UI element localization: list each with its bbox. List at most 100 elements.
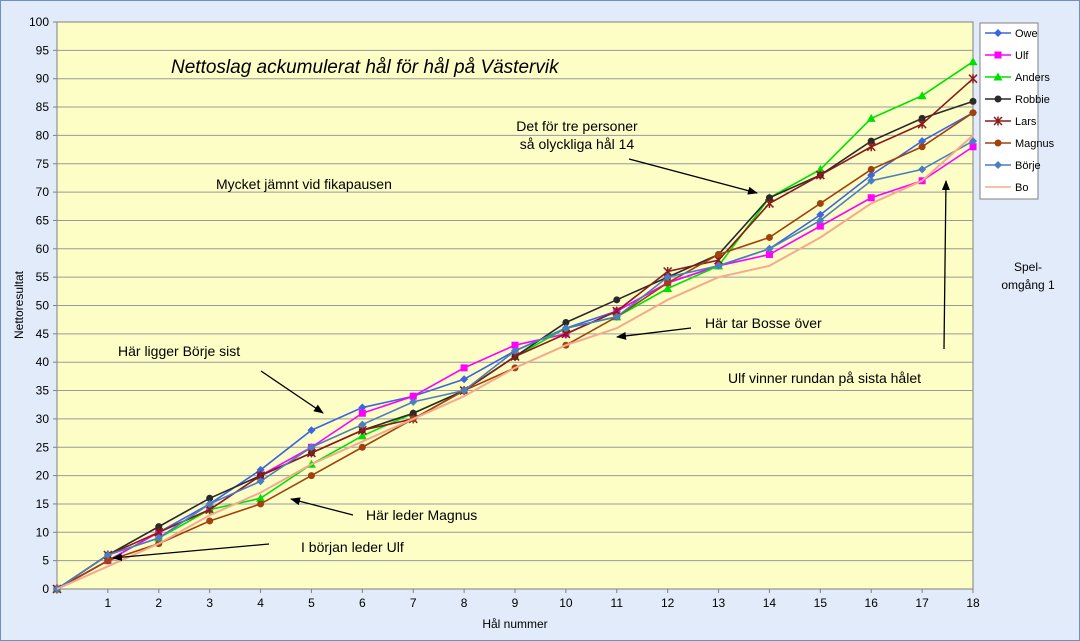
- annotation-arrow: [112, 543, 270, 562]
- side-note-line: omgång 1: [1001, 278, 1055, 292]
- legend-label: Lars: [1015, 116, 1037, 128]
- data-point: [969, 109, 977, 117]
- x-tick-label: 15: [814, 596, 828, 610]
- data-point: [358, 443, 366, 451]
- annotation-jamnt: Mycket jämnt vid fikapausen: [216, 176, 392, 192]
- data-point: [867, 165, 875, 173]
- y-tick-label: 95: [36, 43, 50, 57]
- data-point: [918, 165, 927, 174]
- y-axis-label: Nettoresultat: [12, 270, 26, 339]
- legend-label: Anders: [1015, 72, 1050, 84]
- data-point: [613, 296, 621, 304]
- annotation-text: Mycket jämnt vid fikapausen: [216, 176, 392, 192]
- data-point: [816, 210, 825, 219]
- data-point: [816, 222, 824, 230]
- x-tick-label: 8: [461, 596, 468, 610]
- data-point: [307, 472, 315, 480]
- y-tick-label: 70: [36, 185, 50, 199]
- y-tick-label: 25: [36, 440, 50, 454]
- y-tick-label: 5: [42, 554, 49, 568]
- annotation-text: Ulf vinner rundan på sista hålet: [728, 370, 921, 386]
- data-point: [867, 194, 875, 202]
- data-point: [511, 341, 519, 349]
- data-point: [764, 198, 774, 208]
- data-point: [969, 97, 977, 105]
- data-point: [256, 493, 266, 502]
- x-tick-label: 12: [661, 596, 675, 610]
- series-group: [52, 57, 978, 594]
- data-point: [867, 176, 876, 185]
- y-tick-label: 45: [36, 327, 50, 341]
- data-point: [612, 312, 621, 321]
- x-tick-label: 4: [257, 596, 264, 610]
- data-point: [409, 392, 417, 400]
- data-point: [816, 199, 824, 207]
- annotation-arrow: [290, 497, 354, 516]
- data-point: [664, 279, 672, 287]
- data-point: [358, 420, 367, 429]
- series-bo: [56, 134, 974, 590]
- data-point: [358, 403, 367, 412]
- series-line: [56, 134, 974, 590]
- annotation-tre-personer: Det för tre personer så olyckliga hål 14: [516, 118, 758, 195]
- legend-label: Bo: [1015, 182, 1028, 194]
- data-point: [918, 143, 926, 151]
- side-note: Spel-omgång 1: [1001, 260, 1055, 292]
- x-tick-label: 13: [712, 596, 726, 610]
- legend-box: [979, 22, 1039, 200]
- x-tick-label: 11: [611, 596, 624, 610]
- data-point: [765, 233, 773, 241]
- data-point: [918, 137, 927, 146]
- legend-label: Owe: [1015, 28, 1038, 40]
- data-point: [257, 500, 265, 508]
- data-point: [562, 319, 570, 327]
- x-tick-label: 14: [763, 596, 777, 610]
- y-tick-label: 75: [36, 157, 50, 171]
- data-point: [357, 431, 367, 440]
- legend-marker: [993, 72, 1003, 81]
- legend-item-bo: Bo: [985, 182, 1028, 194]
- data-point: [866, 142, 876, 152]
- data-point: [663, 273, 672, 282]
- data-point: [256, 465, 265, 474]
- y-tick-label: 30: [36, 412, 50, 426]
- annotation-arrow: [260, 370, 324, 414]
- side-note-line: Spel-: [1014, 260, 1042, 274]
- data-point: [815, 164, 825, 173]
- x-tick-label: 10: [559, 596, 573, 610]
- data-point: [816, 216, 825, 225]
- annotation-text: Här leder Magnus: [366, 507, 477, 523]
- annotation-text: så olyckliga hål 14: [520, 136, 635, 152]
- data-point: [765, 250, 773, 258]
- data-point: [715, 250, 723, 258]
- annotation-arrow: [941, 180, 950, 350]
- x-tick-label: 5: [308, 596, 315, 610]
- x-tick-label: 16: [865, 596, 879, 610]
- y-tick-label: 40: [36, 355, 50, 369]
- x-tick-label: 1: [105, 596, 112, 610]
- data-point: [867, 137, 875, 145]
- data-point: [307, 443, 316, 452]
- y-tick-label: 35: [36, 384, 50, 398]
- data-point: [358, 409, 366, 417]
- legend-marker: [994, 139, 1002, 147]
- data-point: [561, 324, 570, 333]
- data-point: [969, 143, 977, 151]
- data-point: [155, 523, 163, 531]
- data-point: [765, 244, 774, 253]
- annotation-ulf-vinner: Ulf vinner rundan på sista hålet: [728, 180, 950, 386]
- annotation-arrow: [616, 327, 692, 340]
- data-point: [969, 137, 977, 146]
- annotation-text: Här ligger Börje sist: [118, 343, 240, 359]
- data-point: [867, 171, 876, 180]
- legend-item-ulf: Ulf: [985, 50, 1029, 62]
- data-point: [154, 533, 163, 542]
- x-tick-label: 18: [966, 596, 980, 610]
- y-tick-label: 55: [36, 270, 50, 284]
- y-tick-label: 15: [36, 497, 50, 511]
- data-point: [206, 517, 214, 525]
- data-point: [866, 113, 876, 122]
- series-börje: [53, 137, 977, 593]
- annotation-bosse: Här tar Bosse över: [616, 315, 822, 340]
